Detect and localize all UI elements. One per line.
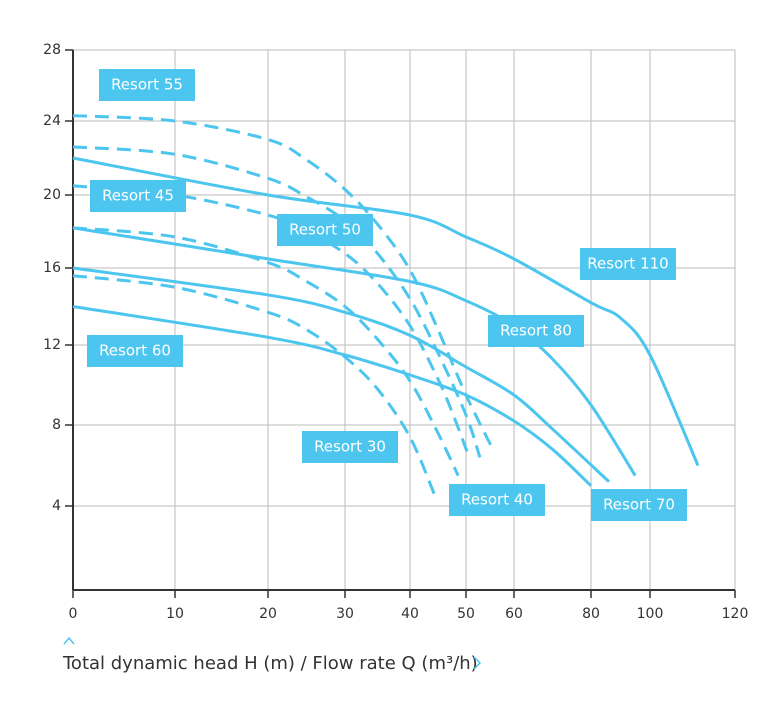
legend-label: Resort 70: [603, 496, 675, 514]
y-tick-label: 20: [43, 187, 61, 203]
y-tick-label: 16: [43, 260, 61, 276]
legend-box: [90, 180, 186, 212]
legend-label: Resort 110: [587, 255, 668, 273]
x-tick-label: 20: [259, 606, 277, 622]
legend-box: [488, 315, 584, 347]
legend-box: [449, 484, 545, 516]
x-tick-label: 50: [457, 606, 475, 622]
caret-icon: [63, 636, 75, 645]
curve: [72, 266, 611, 483]
curve: [72, 114, 495, 450]
legend-label: Resort 55: [111, 76, 183, 94]
legend-box: [580, 248, 676, 280]
curve: [72, 226, 637, 477]
curve: [72, 184, 470, 456]
curve: [72, 156, 700, 467]
curve: [72, 305, 593, 487]
x-tick-label: 60: [505, 606, 523, 622]
y-tick-label: 24: [43, 113, 61, 129]
legend-box: [87, 335, 183, 367]
y-tick-label: 8: [52, 417, 61, 433]
legend-label: Resort 50: [289, 221, 361, 239]
legend-box: [277, 214, 373, 246]
legend-label: Resort 45: [102, 187, 174, 205]
legend-label: Resort 60: [99, 342, 171, 360]
y-tick-label: 4: [52, 498, 61, 514]
legend-box: [591, 489, 687, 521]
x-tick-label: 40: [401, 606, 419, 622]
legend-label: Resort 80: [500, 322, 572, 340]
x-tick-label: 0: [69, 606, 78, 622]
legend-box: [99, 69, 195, 101]
y-tick-label: 12: [43, 337, 61, 353]
arrow-icon: [473, 656, 482, 670]
curve: [72, 226, 460, 477]
legend-label: Resort 40: [461, 491, 533, 509]
x-tick-label: 100: [637, 606, 664, 622]
legend-label: Resort 30: [314, 438, 386, 456]
legend-box: [302, 431, 398, 463]
x-tick-label: 30: [336, 606, 354, 622]
x-axis-label: Total dynamic head H (m) / Flow rate Q (…: [62, 653, 478, 674]
x-tick-label: 120: [722, 606, 749, 622]
x-tick-label: 80: [582, 606, 600, 622]
curve: [72, 274, 438, 499]
x-tick-label: 10: [166, 606, 184, 622]
y-tick-label: 28: [43, 42, 61, 58]
